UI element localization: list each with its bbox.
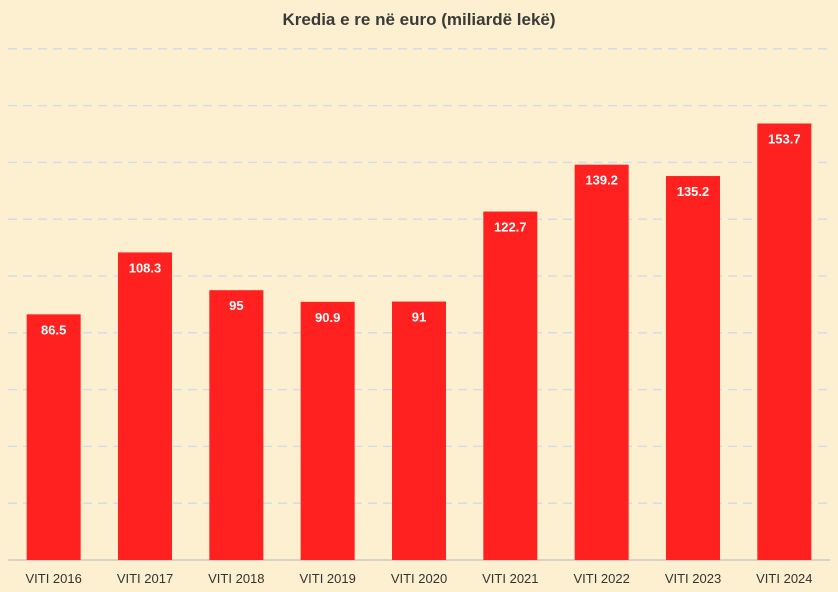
bar bbox=[300, 301, 355, 560]
x-tick-label: VITI 2019 bbox=[299, 571, 355, 586]
x-tick-label: VITI 2024 bbox=[756, 571, 812, 586]
x-tick-label: VITI 2022 bbox=[573, 571, 629, 586]
bar-value-label: 122.7 bbox=[494, 220, 527, 235]
bar bbox=[574, 164, 629, 560]
bar bbox=[483, 211, 538, 561]
data-labels: 86.5 108.3 95 90.9 91 122.7 139.2 135.2 153.7 bbox=[41, 131, 801, 337]
bar-value-label: 139.2 bbox=[585, 173, 618, 188]
x-tick-label: VITI 2017 bbox=[117, 571, 173, 586]
bar-value-label: 108.3 bbox=[129, 260, 162, 275]
x-tick-label: VITI 2021 bbox=[482, 571, 538, 586]
x-tick-label: VITI 2020 bbox=[391, 571, 447, 586]
bar-value-label: 95 bbox=[229, 298, 243, 313]
bar bbox=[392, 301, 446, 560]
bar bbox=[26, 314, 81, 560]
bar bbox=[118, 252, 172, 561]
x-tick-label: VITI 2023 bbox=[665, 571, 721, 586]
bars bbox=[26, 123, 812, 561]
chart-title: Kredia e re në euro (miliardë lekë) bbox=[282, 10, 556, 29]
x-tick-label: VITI 2016 bbox=[25, 571, 81, 586]
bar bbox=[666, 176, 720, 561]
bar-value-label: 90.9 bbox=[315, 310, 340, 325]
bar-value-label: 86.5 bbox=[41, 322, 66, 337]
bar bbox=[757, 123, 812, 560]
bar bbox=[209, 290, 264, 560]
bar-value-label: 153.7 bbox=[768, 131, 801, 146]
x-tick-labels: VITI 2016 VITI 2017 VITI 2018 VITI 2019 VITI… bbox=[25, 571, 812, 586]
bar-value-label: 91 bbox=[412, 310, 426, 325]
x-tick-label: VITI 2018 bbox=[208, 571, 264, 586]
bar-value-label: 135.2 bbox=[677, 184, 710, 199]
